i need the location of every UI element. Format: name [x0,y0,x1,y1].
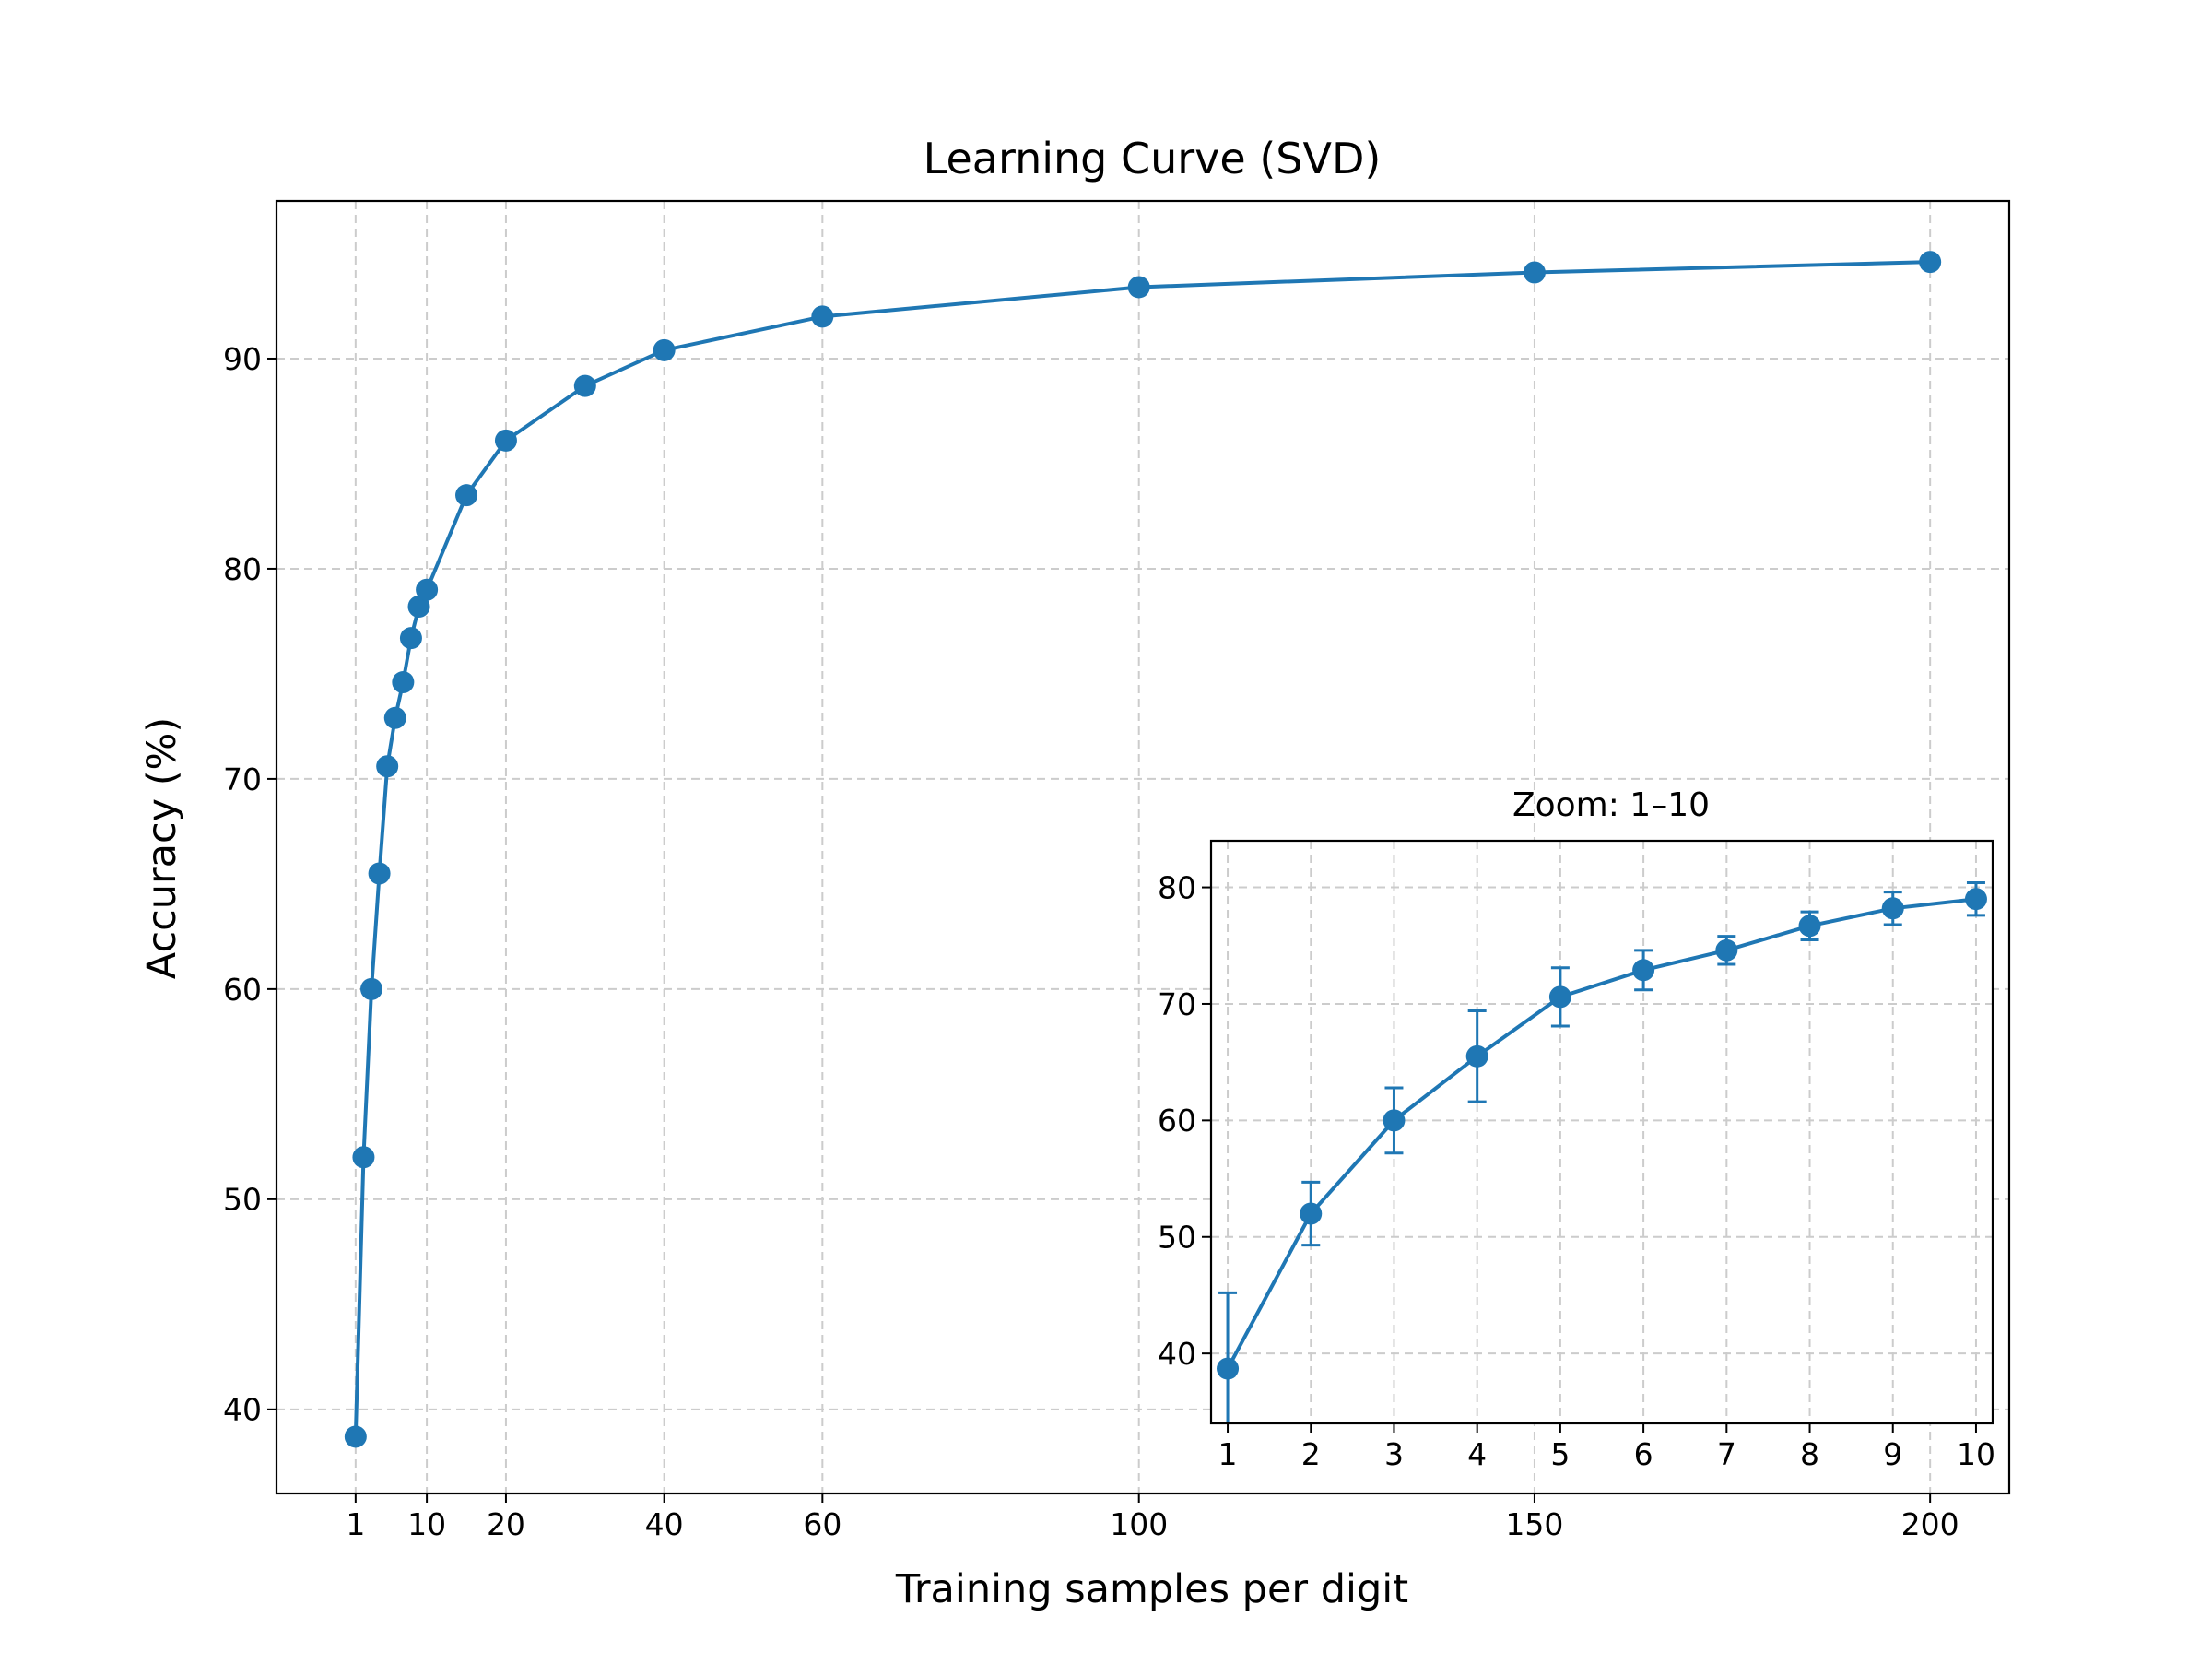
main-data-point [360,977,383,1000]
inset-x-tick-label: 3 [1384,1436,1404,1472]
main-data-point [368,862,391,885]
main-data-point [455,484,478,507]
x-axis-label: Training samples per digit [895,1566,1408,1612]
main-data-point [392,671,415,694]
main-x-tick-label: 100 [1110,1506,1168,1542]
inset-data-point [1548,985,1571,1009]
main-data-point [573,374,596,397]
main-data-point [376,755,399,778]
inset-x-tick-label: 8 [1800,1436,1819,1472]
inset-data-point [1632,959,1655,982]
main-data-point [352,1146,375,1169]
main-y-tick-label: 40 [223,1392,262,1428]
main-data-point [1523,261,1546,284]
main-data-point [653,338,676,361]
inset-y-tick-label: 60 [1158,1103,1196,1139]
inset-x-tick-label: 5 [1550,1436,1570,1472]
inset-data-point [1798,915,1821,938]
main-data-point [399,627,422,650]
main-x-tick-label: 200 [1901,1506,1959,1542]
inset-x-tick-label: 7 [1717,1436,1736,1472]
chart-title: Learning Curve (SVD) [924,134,1382,183]
inset-plot-area [1211,841,1993,1423]
inset-data-point [1217,1357,1240,1380]
main-y-tick-label: 70 [223,761,262,797]
inset-y-tick-label: 40 [1158,1336,1196,1372]
inset-series-line [1226,897,1977,1370]
main-x-tick-label: 20 [487,1506,525,1542]
inset-data-point [1300,1202,1323,1225]
main-data-point [494,429,517,452]
inset-data-point [1964,888,1987,911]
inset-x-tick-label: 10 [1957,1436,1995,1472]
main-data-point [1127,276,1150,299]
inset-data-point [1465,1044,1488,1068]
main-x-tick-label: 150 [1505,1506,1563,1542]
inset-y-tick-label: 70 [1158,986,1196,1022]
inset-x-tick-label: 6 [1634,1436,1653,1472]
main-x-tick-label: 10 [407,1506,446,1542]
main-x-tick-label: 60 [803,1506,841,1542]
inset-title: Zoom: 1–10 [1512,786,1710,824]
main-y-tick-label: 80 [223,551,262,587]
inset-x-tick-label: 9 [1883,1436,1902,1472]
main-data-point [416,578,439,601]
inset-plot: 1 2 3 4 5 6 7 8 9 10 40 50 60 70 80 [1158,839,1995,1472]
inset-y-tick-label: 50 [1158,1220,1196,1256]
y-axis-label: Accuracy (%) [139,717,185,979]
main-data-point [344,1425,367,1448]
main-frame [275,199,2011,1495]
main-data-point [407,595,430,618]
inset-data-point [1715,938,1738,962]
inset-data-point [1382,1109,1406,1132]
main-x-tick-label: 40 [645,1506,684,1542]
inset-data-point [1881,897,1904,920]
inset-x-tick-label: 1 [1218,1436,1238,1472]
main-y-tick-label: 50 [223,1182,262,1218]
main-data-point [1919,251,1942,274]
inset-series [1217,881,1987,1423]
main-y-tick-label: 60 [223,972,262,1008]
main-data-point [811,305,834,328]
inset-x-tick-label: 4 [1467,1436,1487,1472]
inset-x-tick-label: 2 [1301,1436,1321,1472]
inset-frame [1209,839,1994,1425]
main-y-tick-label: 90 [223,341,262,377]
main-series [344,251,1942,1448]
inset-y-tick-label: 80 [1158,869,1196,905]
main-data-point [383,706,406,729]
main-x-tick-label: 1 [346,1506,365,1542]
